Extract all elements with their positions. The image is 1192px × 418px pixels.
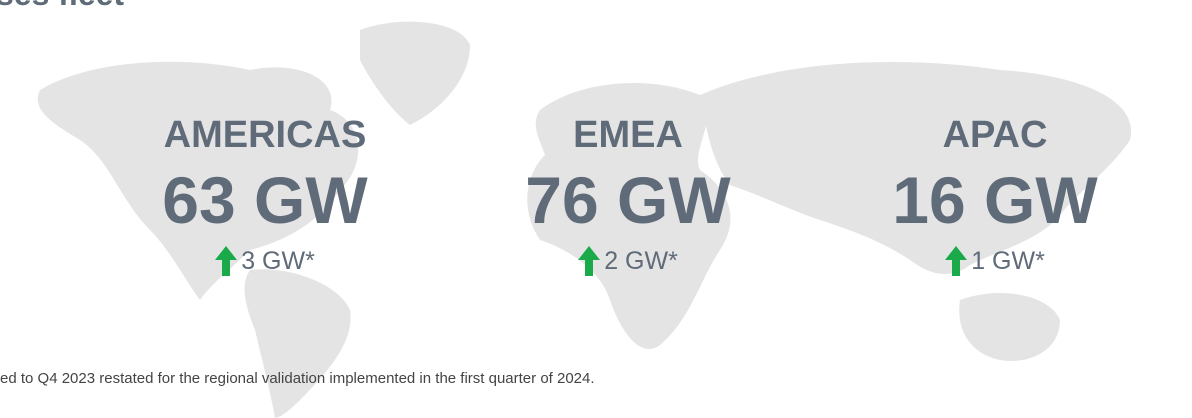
region-change: 1 GW*: [845, 246, 1145, 276]
up-arrow: [215, 246, 238, 276]
change-text: 1 GW*: [971, 247, 1045, 275]
region-card: EMEA 76 GW 2 GW*: [478, 114, 778, 284]
arrow-shape: [945, 246, 968, 276]
north-america: [37, 61, 359, 300]
page-title: ses fleet: [0, 0, 124, 13]
arrow-shape: [578, 246, 601, 276]
region-value: 63 GW: [162, 163, 368, 237]
region-value: 16 GW: [892, 163, 1098, 237]
region-change: 2 GW*: [478, 246, 778, 276]
region-name: APAC: [942, 114, 1048, 156]
region-card: AMERICAS 63 GW 3 GW*: [115, 114, 415, 284]
region-value: 76 GW: [525, 163, 731, 237]
asia: [700, 62, 1132, 275]
region-change: 3 GW*: [115, 246, 415, 276]
footnote: ed to Q4 2023 restated for the regional …: [0, 370, 595, 387]
change-text: 3 GW*: [241, 247, 315, 275]
greenland: [360, 21, 470, 125]
south-america: [244, 269, 351, 418]
up-arrow: [945, 246, 968, 276]
europe-africa: [527, 83, 731, 349]
up-arrow: [578, 246, 601, 276]
arrow-shape: [215, 246, 238, 276]
australia: [959, 292, 1060, 361]
region-name: EMEA: [573, 114, 683, 156]
region-card: APAC 16 GW 1 GW*: [845, 114, 1145, 284]
region-name: AMERICAS: [163, 114, 367, 156]
change-text: 2 GW*: [604, 247, 678, 275]
